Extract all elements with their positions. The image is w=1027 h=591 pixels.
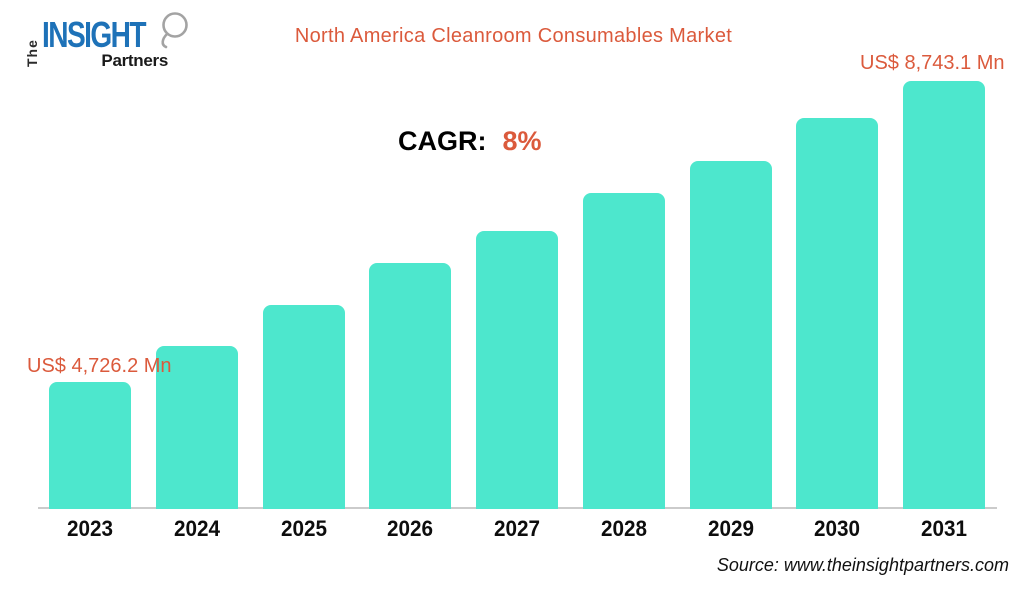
insight-partners-logo: The INSIGHT Partners bbox=[24, 10, 188, 72]
bar-2024 bbox=[155, 346, 238, 509]
x-axis-label-2027: 2027 bbox=[493, 516, 541, 541]
x-axis-label-2025: 2025 bbox=[280, 516, 327, 541]
bar-2028 bbox=[582, 193, 665, 509]
source-note: Source: www.theinsightpartners.com bbox=[716, 555, 1009, 575]
bar-2031 bbox=[903, 81, 985, 509]
bar-2027 bbox=[476, 231, 558, 509]
chart-title: North America Cleanroom Consumables Mark… bbox=[294, 25, 733, 47]
cagr-value: 8% bbox=[502, 126, 542, 156]
x-axis-label-2028: 2028 bbox=[600, 516, 647, 541]
bar-2026 bbox=[369, 263, 452, 509]
cagr-label: CAGR: bbox=[398, 126, 487, 156]
x-axis-label-2026: 2026 bbox=[387, 516, 434, 541]
logo-insight-text: INSIGHT bbox=[42, 14, 147, 55]
x-axis-label-2030: 2030 bbox=[814, 516, 861, 541]
x-axis-label-2029: 2029 bbox=[707, 516, 754, 541]
data-label-2031: US$ 8,743.1 Mn bbox=[860, 52, 1005, 74]
x-axis-label-2023: 2023 bbox=[66, 516, 114, 541]
bar-2029 bbox=[689, 161, 772, 509]
cagr-annotation: CAGR: 8% bbox=[398, 126, 542, 157]
bar-2023 bbox=[49, 382, 131, 509]
x-axis-label-2024: 2024 bbox=[173, 516, 220, 541]
bar-2025 bbox=[262, 305, 345, 509]
bar-2030 bbox=[796, 118, 879, 509]
x-axis-label-2031: 2031 bbox=[920, 516, 968, 541]
magnifier-icon bbox=[161, 12, 188, 49]
logo-partners-text: Partners bbox=[101, 51, 168, 70]
data-label-2023: US$ 4,726.2 Mn bbox=[27, 355, 172, 377]
